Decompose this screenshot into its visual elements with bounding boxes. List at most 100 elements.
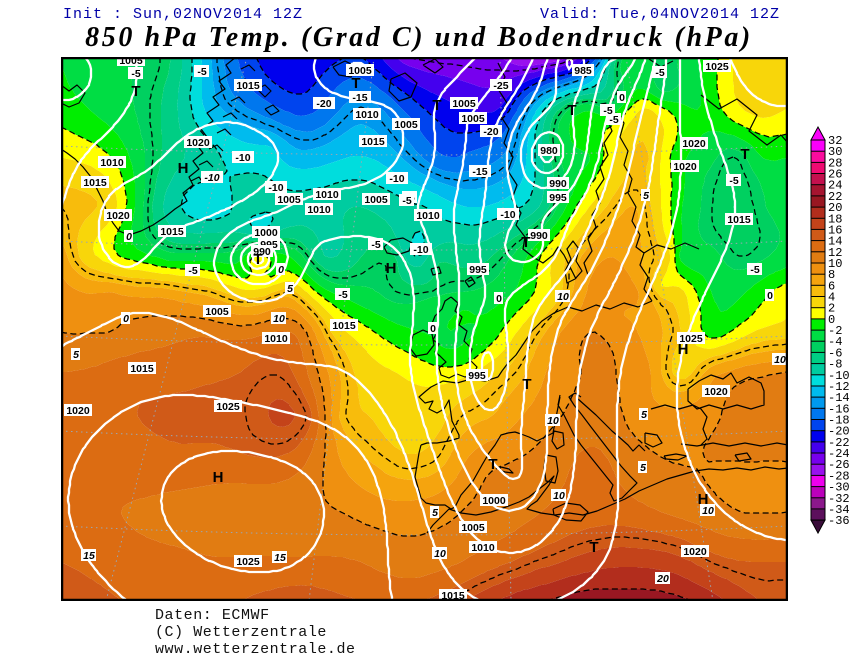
svg-text:980: 980 — [540, 145, 558, 157]
svg-text:0: 0 — [619, 92, 625, 104]
svg-text:995: 995 — [468, 370, 486, 382]
svg-text:10: 10 — [547, 415, 559, 427]
svg-text:1015: 1015 — [441, 590, 465, 601]
svg-text:H: H — [386, 260, 397, 277]
svg-text:-24: -24 — [828, 447, 850, 461]
svg-text:0: 0 — [278, 264, 284, 276]
svg-text:1015: 1015 — [332, 320, 356, 332]
svg-text:T: T — [522, 376, 531, 393]
svg-text:-10: -10 — [500, 209, 515, 221]
svg-text:1010: 1010 — [264, 333, 288, 345]
svg-text:-14: -14 — [828, 391, 850, 405]
svg-text:1015: 1015 — [83, 177, 107, 189]
svg-text:1025: 1025 — [216, 401, 240, 413]
svg-text:-5: -5 — [655, 67, 664, 79]
svg-text:T: T — [567, 102, 576, 119]
svg-text:T: T — [131, 83, 140, 100]
svg-text:5: 5 — [287, 283, 293, 295]
svg-text:1005: 1005 — [461, 522, 485, 534]
svg-text:990: 990 — [530, 230, 548, 242]
svg-text:1015: 1015 — [130, 363, 154, 375]
svg-text:2: 2 — [828, 302, 835, 316]
svg-text:H: H — [213, 469, 224, 486]
svg-text:5: 5 — [641, 409, 647, 421]
svg-text:0: 0 — [126, 231, 132, 243]
svg-text:-10: -10 — [828, 369, 850, 383]
svg-text:10: 10 — [434, 548, 446, 560]
svg-text:-32: -32 — [828, 492, 850, 506]
svg-text:-36: -36 — [828, 514, 850, 528]
svg-text:1010: 1010 — [307, 204, 331, 216]
svg-text:1005: 1005 — [461, 113, 485, 125]
svg-text:1005: 1005 — [348, 65, 372, 77]
svg-text:10: 10 — [702, 505, 714, 517]
svg-text:15: 15 — [274, 552, 286, 564]
svg-text:-28: -28 — [828, 469, 850, 483]
svg-text:26: 26 — [828, 168, 842, 182]
svg-text:1015: 1015 — [160, 226, 184, 238]
svg-text:0: 0 — [828, 313, 835, 327]
svg-text:1010: 1010 — [315, 189, 339, 201]
svg-text:1020: 1020 — [682, 138, 706, 150]
svg-text:-30: -30 — [828, 481, 850, 495]
svg-text:1005: 1005 — [119, 57, 143, 67]
svg-text:1005: 1005 — [452, 98, 476, 110]
svg-text:-12: -12 — [828, 380, 850, 394]
svg-text:-2: -2 — [828, 324, 842, 338]
svg-text:10: 10 — [828, 257, 842, 271]
svg-text:12: 12 — [828, 246, 842, 260]
svg-text:5: 5 — [643, 190, 649, 202]
svg-text:10: 10 — [273, 313, 285, 325]
svg-text:-5: -5 — [338, 289, 347, 301]
svg-text:-5: -5 — [729, 175, 738, 187]
svg-text:1025: 1025 — [705, 61, 729, 73]
svg-text:1020: 1020 — [673, 161, 697, 173]
svg-text:-25: -25 — [493, 80, 508, 92]
svg-text:H: H — [698, 491, 709, 508]
svg-text:6: 6 — [828, 279, 835, 293]
svg-text:0: 0 — [123, 313, 129, 325]
svg-text:22: 22 — [828, 190, 842, 204]
svg-text:30: 30 — [828, 145, 842, 159]
svg-text:H: H — [178, 160, 189, 177]
svg-text:-34: -34 — [828, 503, 850, 517]
svg-text:1005: 1005 — [364, 194, 388, 206]
svg-text:-8: -8 — [828, 358, 842, 372]
svg-text:4: 4 — [828, 291, 835, 305]
svg-text:5: 5 — [73, 349, 79, 361]
svg-text:-10: -10 — [204, 172, 219, 184]
svg-text:0: 0 — [767, 290, 773, 302]
svg-text:1020: 1020 — [683, 546, 707, 558]
svg-text:20: 20 — [828, 201, 842, 215]
svg-text:5: 5 — [640, 462, 646, 474]
svg-text:1020: 1020 — [186, 137, 210, 149]
svg-text:T: T — [740, 146, 749, 163]
svg-text:10: 10 — [774, 354, 786, 366]
svg-text:-5: -5 — [131, 68, 140, 80]
svg-text:1020: 1020 — [66, 405, 90, 417]
svg-text:0: 0 — [496, 293, 502, 305]
svg-text:1020: 1020 — [106, 210, 130, 222]
svg-text:1025: 1025 — [236, 556, 260, 568]
svg-text:995: 995 — [549, 192, 567, 204]
svg-text:1000: 1000 — [482, 495, 506, 507]
svg-text:1010: 1010 — [471, 542, 495, 554]
svg-text:-5: -5 — [371, 239, 380, 251]
svg-text:20: 20 — [656, 573, 669, 585]
svg-text:-10: -10 — [389, 173, 404, 185]
svg-text:T: T — [432, 97, 441, 114]
svg-text:T: T — [521, 234, 530, 251]
svg-text:-10: -10 — [413, 244, 428, 256]
svg-text:1015: 1015 — [727, 214, 751, 226]
svg-text:1005: 1005 — [394, 119, 418, 131]
svg-text:-16: -16 — [828, 402, 850, 416]
svg-text:-5: -5 — [750, 264, 759, 276]
svg-text:0: 0 — [430, 323, 436, 335]
svg-text:-5: -5 — [197, 66, 206, 78]
svg-text:-15: -15 — [472, 166, 487, 178]
svg-text:990: 990 — [253, 246, 271, 258]
svg-text:-20: -20 — [483, 126, 498, 138]
svg-text:24: 24 — [828, 179, 842, 193]
svg-text:14: 14 — [828, 235, 842, 249]
svg-text:1025: 1025 — [679, 333, 703, 345]
